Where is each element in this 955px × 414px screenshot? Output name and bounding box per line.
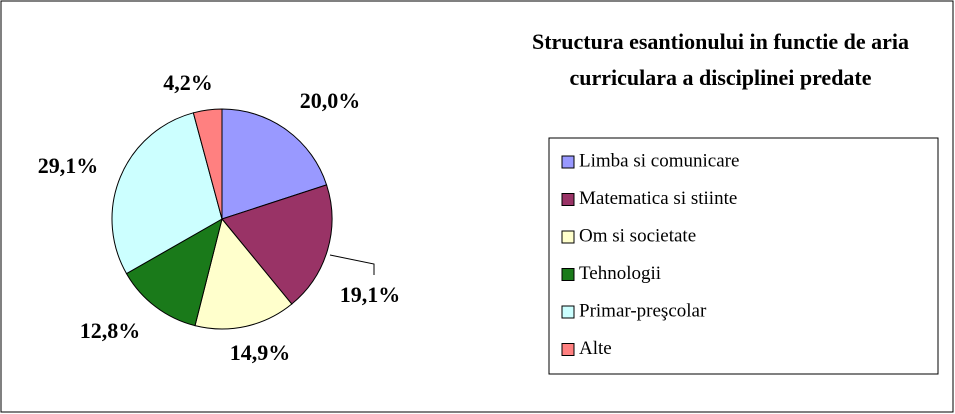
legend-label: Alte [579,338,612,359]
legend-box [548,137,939,375]
data-label: 19,1% [340,282,401,307]
pie-slice [192,108,223,220]
leader-line [329,254,375,275]
legend-swatch [561,155,575,169]
pie-slice [125,217,223,327]
legend-label: Matematica si stiinte [579,188,737,209]
data-label: 12,8% [80,318,141,343]
legend-swatch [561,268,575,281]
chart-title: Structura esantionului in functie de ari… [531,29,910,90]
legend-swatch [561,343,575,356]
data-label: 29,1% [38,153,99,178]
pie-slice [221,184,333,305]
legend-swatch [561,193,575,206]
legend-label: Tehnologii [579,263,661,284]
legend-label: Primar-preşcolar [579,300,707,321]
legend-label: Limba si comunicare [579,150,739,171]
legend-swatch [561,305,575,319]
pie-slice [194,217,293,330]
data-label: 20,0% [300,88,361,113]
legend-label: Om si societate [579,225,696,246]
data-label: 14,9% [230,340,291,365]
pie-slice [221,108,328,220]
pie-slice [111,112,223,275]
legend-swatch [561,230,575,244]
data-label: 4,2% [163,70,213,95]
